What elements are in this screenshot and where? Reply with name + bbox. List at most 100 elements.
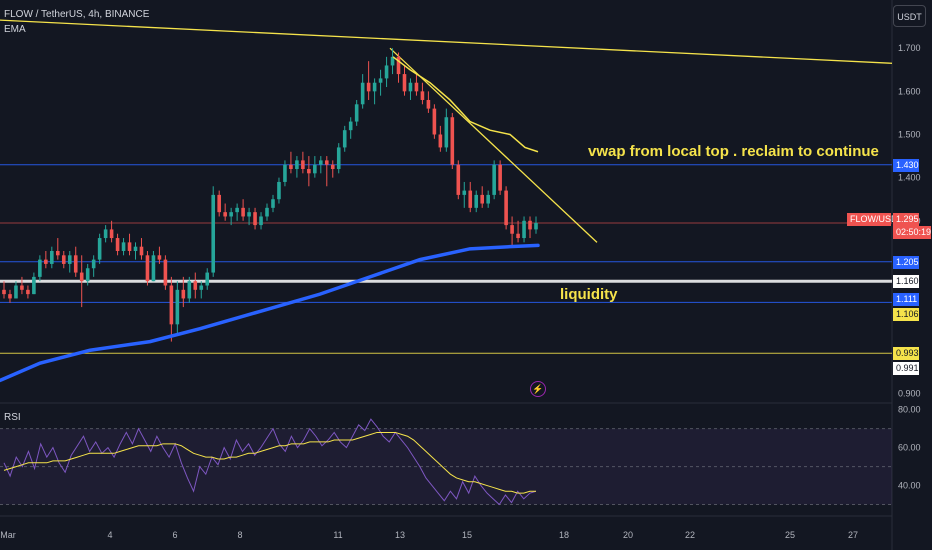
candle-body xyxy=(510,225,514,234)
candle-body xyxy=(145,255,150,282)
candle-body xyxy=(301,160,305,170)
candle-body xyxy=(426,99,431,109)
candle-body xyxy=(211,194,216,273)
candle-body xyxy=(2,289,6,295)
candle-body xyxy=(8,294,12,299)
candle-body xyxy=(486,194,490,204)
price-tag-1106: 1.106 xyxy=(893,308,919,322)
ema-line xyxy=(0,243,540,383)
candle-body xyxy=(462,190,467,195)
grid xyxy=(0,0,893,550)
axes: 1.7001.6001.5001.4001.3000.90080.0060.00… xyxy=(0,43,920,540)
candle-body xyxy=(199,285,204,290)
candle-body xyxy=(498,164,502,191)
candle-body xyxy=(205,272,210,286)
trendline xyxy=(389,47,598,243)
candle-body xyxy=(97,238,102,260)
rsi-line xyxy=(3,418,537,506)
candle-body xyxy=(438,134,443,148)
symbol-tag: FLOW/USDT xyxy=(847,212,903,226)
vwap-line xyxy=(392,56,539,153)
price-tick-label: 1.500 xyxy=(898,129,921,139)
candle-body xyxy=(522,220,526,239)
candle-body xyxy=(330,164,335,170)
rsi-ma-line xyxy=(3,431,536,494)
candle-body xyxy=(474,194,479,208)
price-levels xyxy=(0,164,892,354)
time-tick-label: 8 xyxy=(237,530,242,540)
candle-body xyxy=(32,276,36,295)
time-tick-label: 18 xyxy=(559,530,569,540)
candle-body xyxy=(253,212,257,226)
candle-body xyxy=(103,229,108,239)
time-tick-label: Mar xyxy=(0,530,16,540)
price-tag-0993: 0.993 xyxy=(893,347,919,361)
candle-body xyxy=(217,194,221,213)
price-tag-0991: 0.991 xyxy=(893,362,919,376)
rsi-tick-label: 40.00 xyxy=(898,481,921,491)
countdown-tag: 02:50:19 xyxy=(893,225,931,239)
candles xyxy=(2,48,538,342)
price-tick-label: 0.900 xyxy=(898,388,921,398)
candle-body xyxy=(295,160,299,170)
candle-body xyxy=(366,82,371,92)
candle-body xyxy=(44,259,48,264)
candle-body xyxy=(187,281,192,299)
rsi-indicator-label[interactable]: RSI xyxy=(4,412,21,423)
vwap-annotation: vwap from local top . reclaim to continu… xyxy=(588,143,879,160)
price-tick-label: 1.700 xyxy=(898,43,921,53)
candle-body xyxy=(408,82,413,92)
candle-body xyxy=(265,207,269,217)
candle-body xyxy=(79,272,84,282)
time-tick-label: 4 xyxy=(107,530,112,540)
time-tick-label: 20 xyxy=(623,530,633,540)
price-tick-label: 1.600 xyxy=(898,86,921,96)
candle-body xyxy=(307,169,311,174)
candle-body xyxy=(378,78,383,83)
trendline xyxy=(0,19,893,64)
candle-body xyxy=(354,104,359,122)
candle-body xyxy=(444,117,449,148)
candle-body xyxy=(313,164,317,174)
price-tag-1205: 1.205 xyxy=(893,255,919,269)
candle-body xyxy=(372,82,377,92)
ema-indicator-label[interactable]: EMA xyxy=(4,24,26,35)
candle-body xyxy=(432,108,437,135)
price-tag-1160: 1.160 xyxy=(893,275,919,289)
price-tag-1111: 1.111 xyxy=(893,293,919,307)
candle-body xyxy=(67,255,72,264)
candle-body xyxy=(61,255,66,264)
candle-body xyxy=(133,246,138,251)
candle-body xyxy=(324,160,329,165)
candle-body xyxy=(163,259,168,286)
candle-body xyxy=(420,91,425,100)
overlays xyxy=(0,56,540,383)
candle-body xyxy=(342,130,347,148)
candle-body xyxy=(348,121,353,131)
candle-body xyxy=(109,229,114,239)
candle-body xyxy=(534,222,538,230)
candle-body xyxy=(229,212,233,217)
candle-body xyxy=(151,255,156,282)
time-tick-label: 13 xyxy=(395,530,405,540)
candle-body xyxy=(139,246,144,256)
last-price-tag: 1.295 xyxy=(893,212,919,226)
rsi-tick-label: 80.00 xyxy=(898,405,921,415)
symbol-header[interactable]: FLOW / TetherUS, 4h, BINANCE xyxy=(4,9,150,20)
candle-body xyxy=(169,285,174,325)
trendlines xyxy=(0,19,893,243)
candle-body xyxy=(396,56,401,75)
candle-body xyxy=(20,285,24,290)
lightning-icon[interactable]: ⚡ xyxy=(530,381,546,397)
time-tick-label: 22 xyxy=(685,530,695,540)
candle-body xyxy=(492,164,496,195)
time-tick-label: 27 xyxy=(848,530,858,540)
candle-body xyxy=(528,220,532,230)
rsi-tick-label: 60.00 xyxy=(898,443,921,453)
candle-body xyxy=(360,82,365,105)
price-tick-label: 1.400 xyxy=(898,173,921,183)
currency-button[interactable]: USDT xyxy=(893,5,926,27)
candle-body xyxy=(283,164,287,182)
candle-body xyxy=(384,65,389,79)
